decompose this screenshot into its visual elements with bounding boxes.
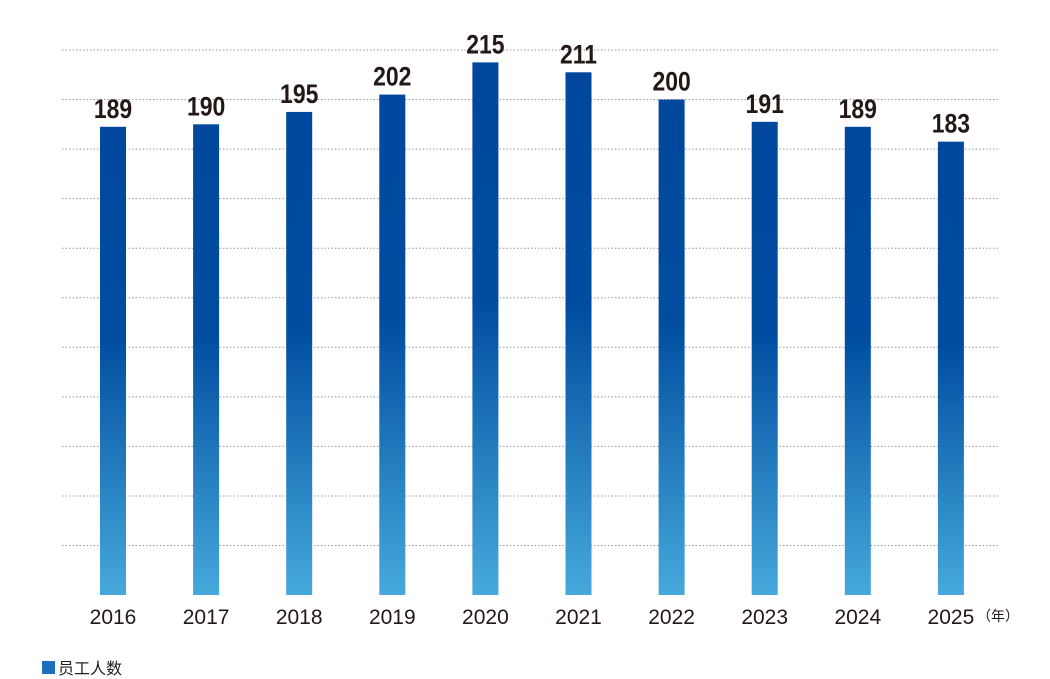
data-label-2018: 195 <box>280 79 318 109</box>
x-tick-2017: 2017 <box>183 606 230 629</box>
bar-2016 <box>100 126 126 595</box>
bar-2017 <box>193 124 220 596</box>
bar-2020 <box>472 62 499 596</box>
data-label-2017: 190 <box>187 92 225 122</box>
x-tick-2021: 2021 <box>555 606 602 629</box>
bars <box>100 62 964 596</box>
x-tick-2025: 2025 <box>928 606 975 629</box>
x-tick-2024: 2024 <box>834 606 881 629</box>
x-tick-2018: 2018 <box>276 606 323 629</box>
gridlines <box>62 49 1000 546</box>
data-label-2019: 202 <box>373 62 411 92</box>
bar-2018 <box>286 111 313 595</box>
bar-2019 <box>379 94 406 595</box>
data-label-2021: 211 <box>560 40 597 70</box>
x-tick-2022: 2022 <box>648 606 695 629</box>
legend-label: 员工人数 <box>58 659 123 678</box>
data-label-2024: 189 <box>839 94 877 124</box>
x-tick-2019: 2019 <box>369 606 416 629</box>
data-label-2020: 215 <box>466 30 504 60</box>
data-labels: 189 190 195 202 215 211 200 191 189 183 <box>94 30 970 139</box>
data-label-2022: 200 <box>652 67 690 97</box>
x-tick-2023: 2023 <box>741 606 788 629</box>
bar-2025 <box>937 141 964 595</box>
data-label-2023: 191 <box>746 89 784 119</box>
bar-2021 <box>565 72 592 595</box>
legend-swatch <box>42 660 55 674</box>
bar-2022 <box>658 99 685 595</box>
x-tick-2016: 2016 <box>90 606 137 629</box>
x-axis-unit-label: （年） <box>977 609 1019 625</box>
data-label-2016: 189 <box>94 94 132 124</box>
data-label-2025: 183 <box>932 109 970 139</box>
bar-2024 <box>844 126 871 595</box>
bar-2023 <box>751 121 778 595</box>
legend: 员工人数 <box>42 655 122 679</box>
x-axis-tick-labels: 2016 2017 2018 2019 2020 2021 2022 2023 2024 2025 <box>90 606 975 629</box>
x-tick-2020: 2020 <box>462 606 509 629</box>
